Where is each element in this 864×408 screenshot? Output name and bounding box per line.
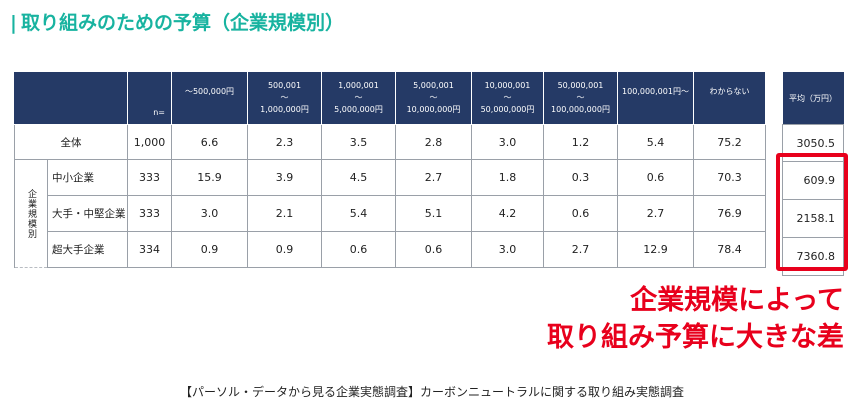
header-corner [14,72,128,125]
title-accent-bar: | [10,12,17,34]
table-cell: 3.0 [171,195,248,232]
average-cell: 2158.1 [782,199,844,238]
row-label: 中小企業 [47,159,128,196]
row-n: 333 [127,195,172,232]
table-cell: 3.0 [471,124,544,160]
table-cell: 4.5 [321,159,396,196]
table-cell: 75.2 [693,124,766,160]
header-col-7: 100,000,001円〜 [617,72,694,125]
table-cell: 1.2 [543,124,618,160]
table-cell: 4.2 [471,195,544,232]
table-cell: 5.4 [321,195,396,232]
table-row-total: 全体 1,000 6.6 2.3 3.5 2.8 3.0 1.2 5.4 75.… [14,124,766,160]
header-col-3: 1,000,001 〜 5,000,000円 [321,72,396,125]
row-label: 大手・中堅企業 [47,195,128,232]
table-cell: 2.8 [395,124,472,160]
table-row: 超大手企業 334 0.9 0.9 0.6 0.6 3.0 2.7 12.9 7… [15,231,766,268]
table-cell: 0.9 [247,231,322,268]
segment-label: 企業規模別 [14,159,48,268]
header-col-8: わからない [693,72,766,125]
table-cell: 3.0 [471,231,544,268]
table-cell: 5.4 [617,124,694,160]
table-cell: 1.8 [471,159,544,196]
table-cell: 5.1 [395,195,472,232]
table-cell: 2.3 [247,124,322,160]
table-cell: 2.1 [247,195,322,232]
table-cell: 0.3 [543,159,618,196]
table-cell: 6.6 [171,124,248,160]
callout-text: 企業規模によって 取り組み予算に大きな差 [547,282,844,356]
row-label: 全体 [14,124,128,160]
header-col-4: 5,000,001 〜 10,000,000円 [395,72,472,125]
row-n: 1,000 [127,124,172,160]
average-row: 609.9 [782,161,844,200]
header-col-5: 10,000,001 〜 50,000,000円 [471,72,544,125]
table-cell: 3.5 [321,124,396,160]
header-col-2: 500,001 〜 1,000,000円 [247,72,322,125]
table-cell: 0.6 [617,159,694,196]
table-cell: 76.9 [693,195,766,232]
source-caption: 【パーソル・データから見る企業実態調査】カーボンニュートラルに関する取り組み実態… [179,385,684,399]
header-col-6: 50,000,001 〜 100,000,000円 [543,72,618,125]
table-cell: 2.7 [395,159,472,196]
header-col-1: 〜500,000円 [171,72,248,125]
page-title: | 取り組みのための予算（企業規模別） [10,8,344,35]
callout-line-1: 企業規模によって [630,285,844,316]
table-cell: 0.6 [321,231,396,268]
table-cell: 70.3 [693,159,766,196]
budget-table: n= 〜500,000円 500,001 〜 1,000,000円 1,000,00… [14,72,766,268]
table-cell: 0.9 [171,231,248,268]
table-row: 企業規模別 中小企業 333 15.9 3.9 4.5 2.7 1.8 0.3 … [14,159,766,268]
table-cell: 15.9 [171,159,248,196]
row-label: 超大手企業 [47,231,128,268]
average-row: 2158.1 [782,199,844,238]
average-cell: 609.9 [782,161,844,200]
highlight-box [776,153,848,271]
callout-line-2: 取り組み予算に大きな差 [547,322,844,353]
table-cell: 0.6 [395,231,472,268]
header-average: 平均（万円） [782,72,844,125]
table-row: 大手・中堅企業 333 3.0 2.1 5.4 5.1 4.2 0.6 2.7 … [15,195,766,232]
title-text: 取り組みのための予算（企業規模別） [20,12,344,34]
table-cell: 0.6 [543,195,618,232]
header-n: n= [127,72,172,125]
average-header-row: 平均（万円） [782,72,844,125]
table-cell: 3.9 [247,159,322,196]
table-cell: 2.7 [543,231,618,268]
table-cell: 12.9 [617,231,694,268]
row-n: 334 [127,231,172,268]
table-cell: 78.4 [693,231,766,268]
table-cell: 2.7 [617,195,694,232]
row-n: 333 [127,159,172,196]
table-header-row: n= 〜500,000円 500,001 〜 1,000,000円 1,000,00… [14,72,766,125]
